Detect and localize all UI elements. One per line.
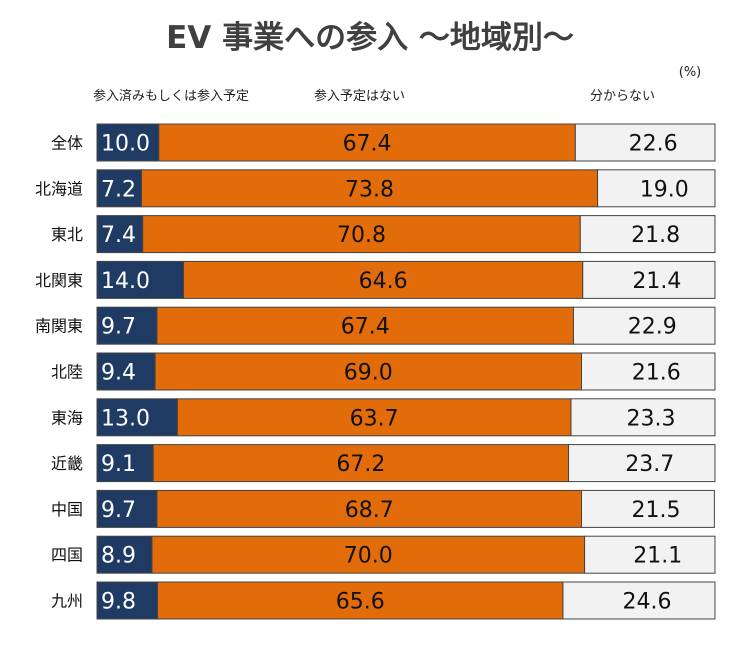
data-label-no-plan: 67.4 [341,315,390,340]
data-label-entered-or-planned: 14.0 [101,269,150,294]
category-label: 北陸 [51,363,83,382]
bar-entered-or-planned [96,260,185,299]
data-label-unknown: 22.6 [629,132,678,157]
category-label: 東海 [51,408,83,427]
legend-label-unknown: 分からない [590,89,655,104]
data-label-entered-or-planned: 7.2 [101,177,136,202]
data-label-unknown: 21.1 [633,544,682,569]
bar-unknown [581,489,715,528]
category-label: 南関東 [35,317,83,336]
category-label: 四国 [51,546,83,565]
data-label-entered-or-planned: 7.4 [101,223,136,248]
data-label-unknown: 23.3 [627,406,676,431]
bar-no-plan [152,444,570,483]
data-label-unknown: 19.0 [640,177,689,202]
category-label: 中国 [51,500,83,519]
chart-title: EV 事業への参入 ～地域別～ [166,20,574,56]
bar-unknown [582,260,716,299]
bar-entered-or-planned [96,581,159,620]
bar-entered-or-planned [96,352,156,391]
data-label-unknown: 23.7 [625,452,674,477]
data-label-no-plan: 65.6 [336,590,385,615]
data-label-entered-or-planned: 9.4 [101,361,136,386]
bar-unknown [581,352,716,391]
unit-label: (%) [679,65,702,80]
category-label: 北関東 [35,271,83,290]
bar-entered-or-planned [96,535,153,574]
data-label-unknown: 21.6 [632,361,681,386]
data-label-no-plan: 63.7 [350,406,399,431]
data-label-no-plan: 67.2 [336,452,385,477]
data-label-entered-or-planned: 8.9 [101,544,136,569]
bar-unknown [584,535,716,574]
bar-unknown [572,306,716,345]
bar-unknown [568,444,716,483]
data-label-no-plan: 69.0 [344,361,393,386]
bar-no-plan [151,535,586,574]
bar-no-plan [154,352,583,391]
bar-entered-or-planned [96,398,178,437]
data-label-no-plan: 73.8 [345,177,394,202]
category-label: 東北 [51,225,83,244]
bar-no-plan [140,169,599,208]
bar-unknown [562,581,716,620]
data-label-entered-or-planned: 10.0 [101,132,150,157]
bar-entered-or-planned [96,489,158,528]
legend-label-no-plan: 参入予定はない [314,88,405,104]
data-label-unknown: 21.4 [632,269,681,294]
bar-entered-or-planned [96,123,160,162]
bar-no-plan [142,215,581,254]
data-label-no-plan: 64.6 [359,269,408,294]
category-label: 全体 [51,134,83,153]
category-label: 近畿 [51,454,83,473]
bar-group: 全体 10.0 67.4 22.6 北海道 7.2 73.8 19.0 東北 7.4 70.8 21.… [35,123,716,620]
data-label-entered-or-planned: 9.8 [101,590,136,615]
bar-entered-or-planned [96,306,158,345]
data-label-entered-or-planned: 13.0 [101,406,150,431]
data-label-entered-or-planned: 9.1 [101,452,136,477]
bar-entered-or-planned [96,215,144,254]
data-label-unknown: 22.9 [628,315,677,340]
data-label-no-plan: 70.8 [337,223,386,248]
legend-label-entered-or-planned: 参入済みもしくは参入予定 [93,88,249,104]
category-label: 北海道 [35,179,83,198]
bar-unknown [579,215,716,254]
data-label-no-plan: 67.4 [343,132,392,157]
data-label-unknown: 21.5 [631,498,680,523]
bar-unknown [574,123,716,162]
bar-entered-or-planned [96,444,154,483]
data-label-unknown: 21.8 [631,223,680,248]
data-label-entered-or-planned: 9.7 [101,498,136,523]
data-label-entered-or-planned: 9.7 [101,315,136,340]
bar-no-plan [176,398,572,437]
data-label-no-plan: 68.7 [345,498,394,523]
bar-no-plan [158,123,576,162]
category-label: 九州 [51,592,83,611]
data-label-no-plan: 70.0 [344,544,393,569]
bar-unknown [570,398,716,437]
data-label-unknown: 24.6 [622,590,671,615]
bar-unknown [597,169,716,208]
bar-no-plan [156,306,574,345]
